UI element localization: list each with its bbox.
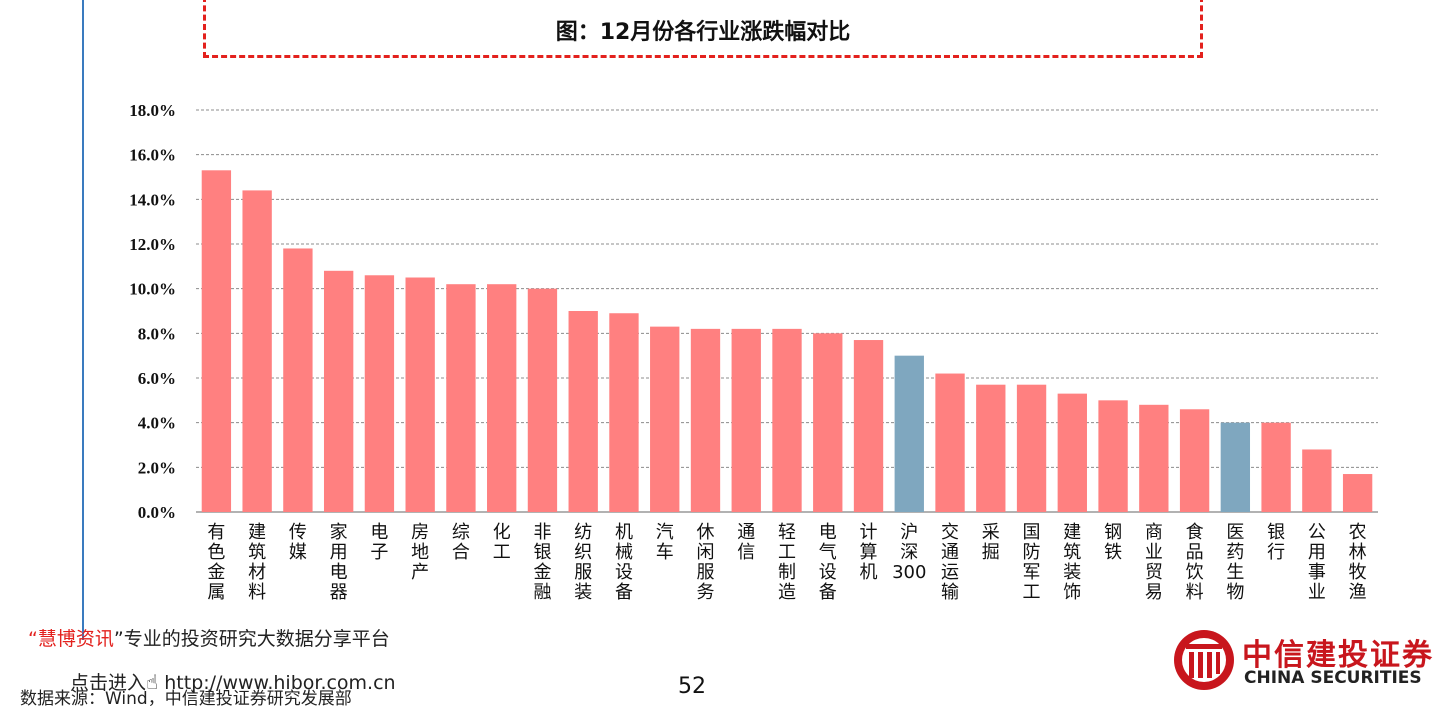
x-label-采掘: 采掘 [982, 522, 1000, 563]
x-label-建筑材料: 建筑材料 [248, 522, 266, 603]
promo-open-quote: “ [28, 628, 38, 650]
bar-电气设备 [813, 333, 843, 512]
x-label-通信: 通信 [737, 522, 755, 563]
promo-brand: 慧博资讯 [37, 628, 114, 650]
bar-沪深300 [894, 355, 924, 512]
y-tick-label: 12.0% [129, 235, 176, 254]
bar-房地产 [405, 277, 435, 512]
x-label-食品饮料: 食品饮料 [1186, 522, 1204, 603]
bar-银行 [1261, 422, 1291, 512]
bar-国防军工 [1016, 384, 1047, 512]
bar-采掘 [976, 384, 1006, 512]
x-label-纺织服装: 纺织服装 [574, 522, 592, 603]
bar-汽车 [650, 326, 680, 512]
entry-link[interactable]: 点击进入☝ http://www.hibor.com.cn [70, 668, 396, 695]
y-tick-label: 0.0% [138, 503, 176, 522]
promo-line: “慧博资讯”专业的投资研究大数据分享平台 [28, 624, 390, 651]
x-label-休闲服务: 休闲服务 [696, 522, 714, 603]
x-label-电子: 电子 [370, 522, 388, 563]
bar-家用电器 [323, 270, 354, 512]
bars [201, 170, 1373, 513]
bar-化工 [487, 284, 517, 512]
x-label-家用电器: 家用电器 [330, 522, 348, 603]
bar-公用事业 [1302, 449, 1332, 512]
bar-轻工制造 [772, 328, 802, 512]
bar-传媒 [283, 248, 313, 512]
y-tick-label: 2.0% [138, 458, 176, 477]
logo-english: CHINA SECURITIES [1244, 668, 1422, 688]
bar-钢铁 [1098, 400, 1128, 512]
x-label-综合: 综合 [452, 522, 470, 563]
x-label-房地产: 房地产 [411, 522, 429, 583]
x-label-汽车: 汽车 [656, 522, 674, 563]
bar-建筑装饰 [1057, 393, 1087, 512]
y-tick-label: 16.0% [129, 146, 176, 165]
page-number: 52 [678, 674, 706, 699]
x-label-商业贸易: 商业贸易 [1145, 522, 1163, 603]
y-tick-label: 10.0% [129, 280, 176, 299]
x-label-机械设备: 机械设备 [615, 522, 633, 603]
x-label-有色金属: 有色金属 [207, 522, 225, 603]
y-tick-label: 18.0% [129, 101, 176, 120]
bar-商业贸易 [1139, 404, 1169, 512]
pointer-hand-icon: ☝ [146, 670, 159, 694]
x-label-计算机: 计算机 [860, 522, 878, 583]
bar-电子 [364, 275, 395, 512]
entry-url[interactable]: http://www.hibor.com.cn [164, 672, 396, 694]
x-label-医药生物: 医药生物 [1226, 522, 1244, 603]
citic-logo-icon [1174, 630, 1234, 690]
y-tick-label: 4.0% [138, 414, 176, 433]
y-axis-ticks: 0.0% 2.0% 4.0% 6.0% 8.0% 10.0% 12.0% 14.0% 16.0%… [129, 101, 176, 522]
bar-交通运输 [935, 373, 965, 512]
bar-建筑材料 [242, 190, 272, 512]
bar-农林牧渔 [1342, 474, 1373, 512]
left-accent-line [82, 0, 84, 640]
data-source: 数据来源：Wind，中信建投证券研究发展部 [20, 689, 352, 709]
x-label-国防军工: 国防军工 [1023, 522, 1041, 603]
x-label-电气设备: 电气设备 [819, 522, 837, 603]
chart-title: 图：12月份各行业涨跌幅对比 [555, 20, 851, 45]
x-label-传媒: 传媒 [289, 522, 307, 563]
entry-label: 点击进入 [70, 672, 147, 694]
logo-chinese: 中信建投证券 [1242, 638, 1434, 673]
x-label-交通运输: 交通运输 [941, 522, 959, 603]
x-label-非银金融: 非银金融 [533, 522, 551, 603]
bar-医药生物 [1220, 422, 1251, 512]
y-tick-label: 8.0% [138, 324, 176, 343]
y-tick-label: 14.0% [129, 190, 176, 209]
bar-综合 [446, 284, 476, 512]
bar-机械设备 [609, 313, 639, 512]
bar-非银金融 [527, 288, 558, 512]
title-frame [203, 0, 1203, 58]
x-label-钢铁: 钢铁 [1104, 522, 1122, 563]
bar-纺织服装 [568, 311, 598, 512]
promo-text: 专业的投资研究大数据分享平台 [123, 628, 390, 650]
x-label-银行: 银行 [1267, 522, 1285, 563]
bar-计算机 [853, 340, 884, 512]
x-label-农林牧渔: 农林牧渔 [1349, 522, 1367, 603]
promo-close-quote: ” [113, 628, 124, 650]
bar-通信 [731, 328, 761, 512]
y-tick-label: 6.0% [138, 369, 176, 388]
bar-有色金属 [201, 170, 232, 513]
bar-chart: 0.0% 2.0% 4.0% 6.0% 8.0% 10.0% 12.0% 14.0% 16.0%… [129, 101, 1378, 603]
x-label-轻工制造: 轻工制造 [778, 522, 796, 603]
company-logo: 中信建投证券 CHINA SECURITIES [1172, 628, 1436, 692]
x-label-沪深300: 沪深 300 [892, 522, 926, 583]
bar-食品饮料 [1179, 409, 1210, 512]
x-label-化工: 化工 [493, 522, 511, 563]
x-label-建筑装饰: 建筑装饰 [1063, 522, 1081, 603]
x-label-公用事业: 公用事业 [1308, 522, 1326, 603]
bar-休闲服务 [690, 328, 721, 512]
